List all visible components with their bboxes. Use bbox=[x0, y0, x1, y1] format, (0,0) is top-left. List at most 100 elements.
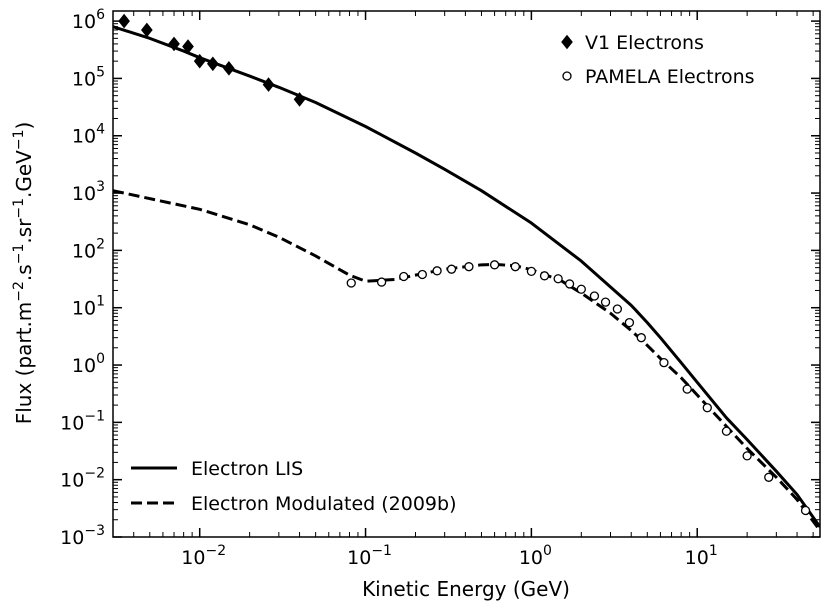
y-tick-label-base: 10 bbox=[60, 470, 84, 492]
y-tick-label-base: 10 bbox=[72, 298, 96, 320]
y-axis-title-part: ) bbox=[12, 122, 36, 130]
pamela-electron-point bbox=[446, 264, 457, 274]
pamela-electron-point bbox=[464, 262, 474, 272]
x-tick-label: 101 bbox=[685, 543, 718, 569]
legend-layer: V1 Electrons PAMELA Electrons Electron LIS… bbox=[131, 32, 755, 515]
pamela-electron-point bbox=[624, 317, 635, 328]
pamela-electron-point bbox=[589, 291, 600, 301]
x-tick-label-base: 10 bbox=[181, 547, 205, 569]
y-tick-label: 10−2 bbox=[60, 466, 105, 492]
x-tick-label-exp: −1 bbox=[371, 543, 392, 559]
legend-entry: V1 Electrons bbox=[561, 32, 704, 54]
y-tick-label-base: 10 bbox=[72, 68, 96, 90]
pamela-electron-point bbox=[526, 266, 537, 277]
y-axis-title-part: .s bbox=[12, 264, 36, 281]
pamela-electron-point bbox=[721, 426, 732, 436]
v1-electron-point bbox=[193, 53, 206, 69]
x-tick-label-exp: 0 bbox=[543, 543, 552, 559]
pamela-electron-point bbox=[564, 279, 575, 289]
pamela-electron-point bbox=[539, 271, 550, 281]
y-tick-label: 104 bbox=[72, 122, 105, 148]
y-tick-label-base: 10 bbox=[72, 126, 96, 148]
legend-label: PAMELA Electrons bbox=[585, 66, 755, 88]
pamela-electron-point bbox=[600, 297, 611, 307]
y-axis-title-part: .GeV bbox=[12, 150, 36, 198]
y-tick-label-base: 10 bbox=[72, 355, 96, 377]
pamela-electron-point bbox=[702, 403, 712, 413]
y-tick-label-base: 10 bbox=[72, 183, 96, 205]
y-tick-label-exp: 5 bbox=[96, 64, 105, 80]
y-axis-title-part: Flux (part.m bbox=[12, 302, 36, 425]
plot-frame bbox=[112, 10, 821, 538]
v1-electron-point bbox=[206, 56, 219, 72]
pamela-electron-point bbox=[800, 505, 811, 516]
legend-label: Electron LIS bbox=[191, 458, 303, 480]
y-tick-label-base: 10 bbox=[60, 412, 84, 434]
y-axis-title-sup: −1 bbox=[11, 130, 27, 151]
y-tick-label-exp: −3 bbox=[84, 523, 105, 539]
y-tick-label: 101 bbox=[72, 294, 105, 320]
y-tick-label-exp: 4 bbox=[96, 122, 105, 138]
x-tick-label-exp: −2 bbox=[205, 543, 226, 559]
legend-entry: PAMELA Electrons bbox=[562, 66, 755, 88]
x-tick-label-base: 10 bbox=[519, 547, 543, 569]
v1-electron-point bbox=[182, 39, 194, 54]
x-tick-label-base: 10 bbox=[347, 547, 371, 569]
y-tick-label: 100 bbox=[72, 351, 105, 377]
electron-lis-line bbox=[113, 25, 820, 528]
v1-electron-point bbox=[293, 92, 306, 107]
pamela-electron-point bbox=[553, 274, 563, 284]
pamela-electron-point bbox=[682, 384, 692, 394]
x-tick-label-exp: 1 bbox=[709, 543, 718, 559]
y-tick-label-exp: 3 bbox=[96, 179, 105, 195]
pamela-electron-point bbox=[636, 333, 646, 343]
y-tick-label-base: 10 bbox=[60, 527, 84, 549]
x-tick-label: 10−2 bbox=[181, 543, 226, 569]
pamela-electron-point bbox=[764, 472, 774, 482]
axes-layer: 10−2 10−1 100 10110610510410310210110010−11… bbox=[60, 7, 821, 569]
pamela-electron-point bbox=[417, 269, 427, 280]
x-tick-label: 10−1 bbox=[347, 543, 392, 569]
x-tick-label: 100 bbox=[519, 543, 552, 569]
v1-electron-point bbox=[168, 36, 180, 52]
y-tick-label-exp: 0 bbox=[96, 351, 105, 367]
legend-entry: Electron Modulated (2009b) bbox=[131, 493, 457, 515]
y-tick-label: 106 bbox=[72, 7, 105, 33]
series-layer bbox=[113, 25, 820, 532]
y-axis-title-sup: −1 bbox=[11, 198, 27, 219]
y-tick-label-exp: −1 bbox=[84, 408, 105, 424]
y-tick-label-exp: 6 bbox=[96, 7, 105, 23]
y-tick-label: 10−3 bbox=[60, 523, 105, 549]
y-axis-title: Flux (part.m−2.s−1.sr−1.GeV−1) bbox=[11, 122, 36, 425]
y-tick-label-base: 10 bbox=[72, 11, 96, 33]
pamela-electron-point bbox=[742, 451, 752, 461]
x-tick-label-base: 10 bbox=[685, 547, 709, 569]
legend-circle-marker bbox=[562, 71, 572, 81]
points-layer bbox=[118, 13, 811, 516]
pamela-electron-point bbox=[659, 358, 669, 368]
y-tick-label: 102 bbox=[72, 236, 105, 262]
y-tick-label-base: 10 bbox=[72, 240, 96, 262]
y-tick-label-exp: 2 bbox=[96, 236, 105, 252]
y-axis-title-sup: −2 bbox=[11, 281, 27, 302]
y-tick-label: 10−1 bbox=[60, 408, 105, 434]
pamela-electron-point bbox=[612, 304, 623, 314]
v1-electron-point bbox=[262, 77, 275, 92]
v1-electron-point bbox=[118, 13, 130, 29]
legend-label: V1 Electrons bbox=[585, 32, 704, 54]
pamela-electron-point bbox=[376, 277, 387, 287]
v1-electron-point bbox=[223, 61, 235, 76]
pamela-electron-point bbox=[510, 262, 520, 272]
y-tick-label-exp: 1 bbox=[96, 294, 105, 310]
pamela-electron-point bbox=[432, 266, 442, 276]
y-axis-title-sup: −1 bbox=[11, 244, 27, 265]
legend-entry: Electron LIS bbox=[131, 458, 303, 480]
y-tick-label-exp: −2 bbox=[84, 466, 105, 482]
y-tick-label: 105 bbox=[72, 64, 105, 90]
pamela-electron-point bbox=[576, 284, 586, 294]
y-tick-label: 103 bbox=[72, 179, 105, 205]
y-axis-title-part: .sr bbox=[12, 218, 36, 244]
v1-electron-point bbox=[141, 22, 153, 38]
pamela-electron-point bbox=[346, 278, 356, 288]
